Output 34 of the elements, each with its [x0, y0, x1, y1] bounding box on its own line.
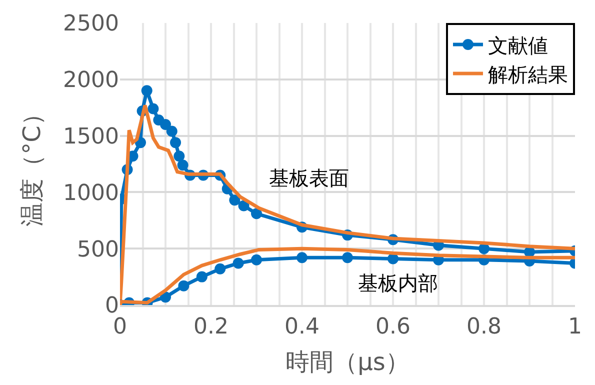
- x-tick-label: 1: [568, 314, 582, 340]
- point: [170, 137, 182, 148]
- y-tick-label: 1000: [63, 180, 119, 206]
- point: [251, 208, 262, 220]
- point: [178, 280, 190, 292]
- point: [478, 243, 490, 254]
- y-tick-label: 2000: [63, 68, 119, 94]
- x-axis-title: 時間（μs）: [286, 348, 410, 376]
- point: [196, 271, 208, 282]
- x-tick-label: 0.4: [284, 314, 320, 340]
- x-tick-label: 0.6: [376, 314, 410, 340]
- y-tick-label: 500: [77, 237, 119, 262]
- x-tick-label: 0.2: [194, 314, 228, 340]
- point: [251, 254, 262, 266]
- point: [141, 85, 152, 96]
- y-tick-label: 1500: [63, 124, 119, 150]
- point: [232, 258, 244, 269]
- annotation: 基板表面: [269, 166, 349, 190]
- x-tick-label: 0.8: [466, 314, 502, 340]
- y-axis-title: 温度（°C）: [18, 102, 46, 226]
- annotation: 基板内部: [358, 271, 438, 295]
- point: [229, 194, 240, 206]
- legend-label: 文献値: [488, 33, 548, 58]
- point: [342, 252, 353, 264]
- point: [296, 252, 308, 264]
- point: [174, 150, 185, 162]
- point: [238, 200, 250, 212]
- point: [214, 263, 226, 274]
- legend-label: 解析結果: [488, 62, 568, 86]
- point: [160, 119, 171, 130]
- point: [177, 160, 188, 171]
- point: [148, 103, 159, 114]
- point: [166, 126, 178, 137]
- y-tick-label: 2500: [63, 12, 119, 37]
